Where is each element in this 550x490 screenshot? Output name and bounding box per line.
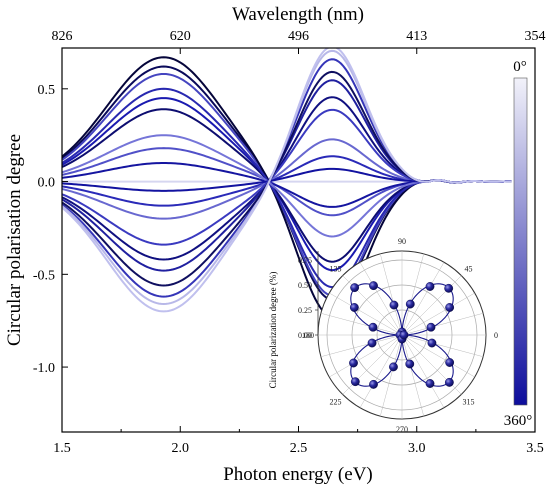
polar-spoke xyxy=(359,262,403,336)
polar-spoke xyxy=(401,313,484,336)
polar-points xyxy=(349,281,455,389)
bottom-axis: 1.5 2.0 2.5 3.0 3.5 xyxy=(53,426,544,456)
polar-point xyxy=(389,362,398,372)
polar-angle-label: 135 xyxy=(330,265,342,274)
polar-r-tick-label: 0.25 xyxy=(298,306,312,315)
series-layer xyxy=(62,48,512,318)
polar-point xyxy=(367,338,377,348)
left-axis: -1.0 -0.5 0.0 0.5 xyxy=(33,83,68,376)
y-axis-title: Circular polarisation degree xyxy=(4,134,25,346)
polar-point xyxy=(399,330,409,340)
polar-angle-label: 45 xyxy=(464,265,472,274)
colorbar: 0° 360° xyxy=(504,59,533,429)
polar-spoke xyxy=(401,292,475,336)
polar-point xyxy=(369,379,378,389)
polar-point xyxy=(405,299,415,309)
polar-angle-label: 180 xyxy=(302,331,314,340)
x2-tick-label: 413 xyxy=(406,29,427,44)
polar-point xyxy=(445,303,455,312)
y-tick-label: 0.5 xyxy=(38,83,56,98)
spectrum-line xyxy=(62,48,512,313)
polar-labels: 0 45 90 135 180 225 270 315 0.00 0.25 0.50 0.75 xyxy=(298,237,498,434)
polar-point xyxy=(444,283,454,293)
x2-tick-label: 826 xyxy=(52,29,73,44)
polar-spoke xyxy=(320,313,403,336)
polar-point xyxy=(425,379,435,388)
colorbar-bar xyxy=(513,77,528,406)
polar-point xyxy=(350,377,360,387)
x2-tick-label: 496 xyxy=(288,29,309,44)
y-tick-label: -0.5 xyxy=(33,268,55,283)
polar-point xyxy=(368,322,378,332)
y-tick-label: 0.0 xyxy=(38,176,56,191)
polar-angle-label: 90 xyxy=(398,237,406,246)
top-axis: 826 620 496 413 354 xyxy=(52,29,546,54)
polar-spoke xyxy=(401,334,445,408)
polar-point xyxy=(444,377,454,387)
polar-r-tick-label: 0.50 xyxy=(298,281,312,290)
polar-point xyxy=(405,359,415,369)
polar-point xyxy=(389,300,399,310)
x-tick-label: 3.0 xyxy=(408,441,426,456)
spectrum-line xyxy=(62,108,512,263)
x2-axis-title: Wavelength (nm) xyxy=(232,4,364,25)
main-plot: 1.5 2.0 2.5 3.0 3.5 -1.0 -0.5 0.0 0.5 826 620 496… xyxy=(4,4,546,485)
x-tick-label: 2.5 xyxy=(290,441,308,456)
polar-spoke xyxy=(320,334,403,357)
colorbar-min-label: 0° xyxy=(513,59,527,75)
y-tick-label: -1.0 xyxy=(33,361,55,376)
polar-spoke xyxy=(380,253,403,336)
polar-spoke xyxy=(401,253,424,336)
polar-spoke xyxy=(401,262,445,336)
polar-angle-label: 270 xyxy=(396,425,408,434)
spectrum-line xyxy=(62,97,512,272)
polar-point xyxy=(349,303,359,312)
spectrum-line xyxy=(62,87,512,289)
polar-spoke xyxy=(401,334,484,357)
polar-point xyxy=(425,282,435,291)
x-tick-label: 3.5 xyxy=(526,441,544,456)
spectrum-line xyxy=(62,79,512,272)
polar-spoke xyxy=(329,334,403,378)
polar-point xyxy=(445,358,455,367)
x-axis-title: Photon energy (eV) xyxy=(223,464,373,485)
polar-spoke xyxy=(401,334,424,417)
polar-point xyxy=(369,281,378,291)
x2-tick-label: 620 xyxy=(170,29,191,44)
polar-point xyxy=(350,283,360,293)
polar-point xyxy=(427,338,437,348)
colorbar-max-label: 360° xyxy=(504,413,533,429)
inset-y-axis-title: Circular polarization degree (%) xyxy=(268,272,278,389)
polar-point xyxy=(426,322,436,332)
polar-spoke xyxy=(380,334,403,417)
polar-spoke xyxy=(329,292,403,336)
polar-spoke xyxy=(401,334,475,378)
x-tick-label: 1.5 xyxy=(53,441,71,456)
polar-spoke xyxy=(359,334,403,408)
polar-r-tick-label: 0.00 xyxy=(298,331,312,340)
polar-angle-label: 315 xyxy=(462,397,474,406)
polar-inset: 0 45 90 135 180 225 270 315 0.00 0.25 0.50 0.75 Cir… xyxy=(268,237,498,434)
polar-r-tick-label: 0.75 xyxy=(298,256,312,265)
polar-point xyxy=(349,358,358,368)
polar-angle-label: 0 xyxy=(494,331,498,340)
x2-tick-label: 354 xyxy=(525,29,546,44)
polar-angle-label: 225 xyxy=(330,397,342,406)
x-tick-label: 2.0 xyxy=(172,441,190,456)
